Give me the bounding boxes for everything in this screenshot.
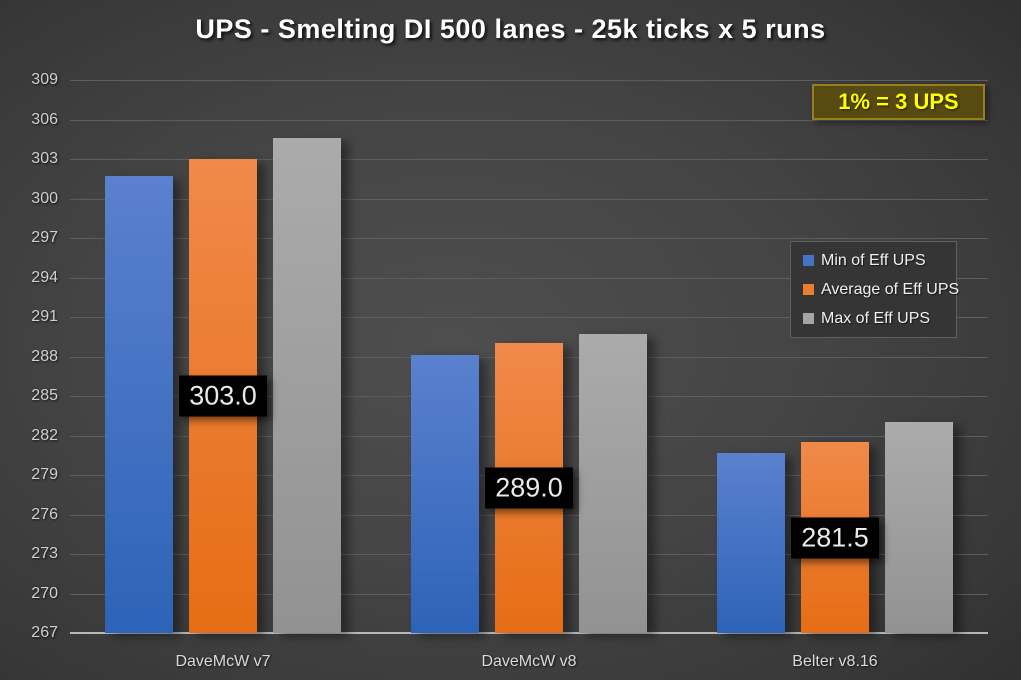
bar-min-of-eff-ups xyxy=(717,452,785,633)
y-tick-label: 300 xyxy=(31,189,58,207)
y-tick-label: 270 xyxy=(31,584,58,602)
y-tick-label: 276 xyxy=(31,505,58,523)
annotation-box: 1% = 3 UPS xyxy=(812,84,985,120)
y-tick-label: 285 xyxy=(31,387,58,404)
legend-item: Max of Eff UPS xyxy=(803,310,956,328)
y-tick-label: 288 xyxy=(31,347,58,365)
legend-swatch-icon xyxy=(803,313,814,324)
data-label: 303.0 xyxy=(179,375,267,417)
legend-label: Average of Eff UPS xyxy=(821,280,960,298)
bar-max-of-eff-ups xyxy=(579,334,647,633)
y-tick-label: 303 xyxy=(31,150,58,167)
x-axis-line xyxy=(70,632,988,634)
y-tick-label: 273 xyxy=(31,545,58,562)
gridline xyxy=(70,317,988,318)
bar-min-of-eff-ups xyxy=(105,176,173,633)
legend-label: Min of Eff UPS xyxy=(821,251,926,269)
y-tick-label: 306 xyxy=(31,110,58,128)
chart-title: UPS - Smelting DI 500 lanes - 25k ticks … xyxy=(195,14,826,44)
y-tick-label: 291 xyxy=(31,308,58,325)
gridline xyxy=(70,238,988,239)
y-tick-label: 294 xyxy=(31,268,58,286)
gridline xyxy=(70,277,988,279)
legend-item: Average of Eff UPS xyxy=(803,280,960,299)
data-label: 289.0 xyxy=(485,467,573,509)
gridline xyxy=(70,119,988,121)
data-label: 281.5 xyxy=(791,517,879,559)
category-label: Belter v8.16 xyxy=(792,653,878,670)
legend: Min of Eff UPS Average of Eff UPS Max of E… xyxy=(790,241,960,338)
y-tick-label: 282 xyxy=(31,426,58,444)
gridline xyxy=(70,80,988,81)
category-label: DaveMcW v8 xyxy=(481,653,577,670)
category-label: DaveMcW v7 xyxy=(175,653,271,670)
legend-swatch-icon xyxy=(803,284,814,295)
y-tick-label: 309 xyxy=(31,71,58,88)
bar-min-of-eff-ups xyxy=(411,355,479,633)
y-tick-label: 267 xyxy=(31,624,58,641)
annotation-text: 1% = 3 UPS xyxy=(838,89,959,114)
y-tick-label: 297 xyxy=(31,229,58,246)
y-tick-label: 279 xyxy=(31,466,58,483)
legend-label: Max of Eff UPS xyxy=(821,309,931,327)
gridline xyxy=(70,198,988,200)
gridline xyxy=(70,159,988,160)
bar-max-of-eff-ups xyxy=(885,422,953,633)
legend-item: Min of Eff UPS xyxy=(803,252,956,270)
legend-swatch-icon xyxy=(803,255,814,266)
bar-max-of-eff-ups xyxy=(273,137,341,633)
